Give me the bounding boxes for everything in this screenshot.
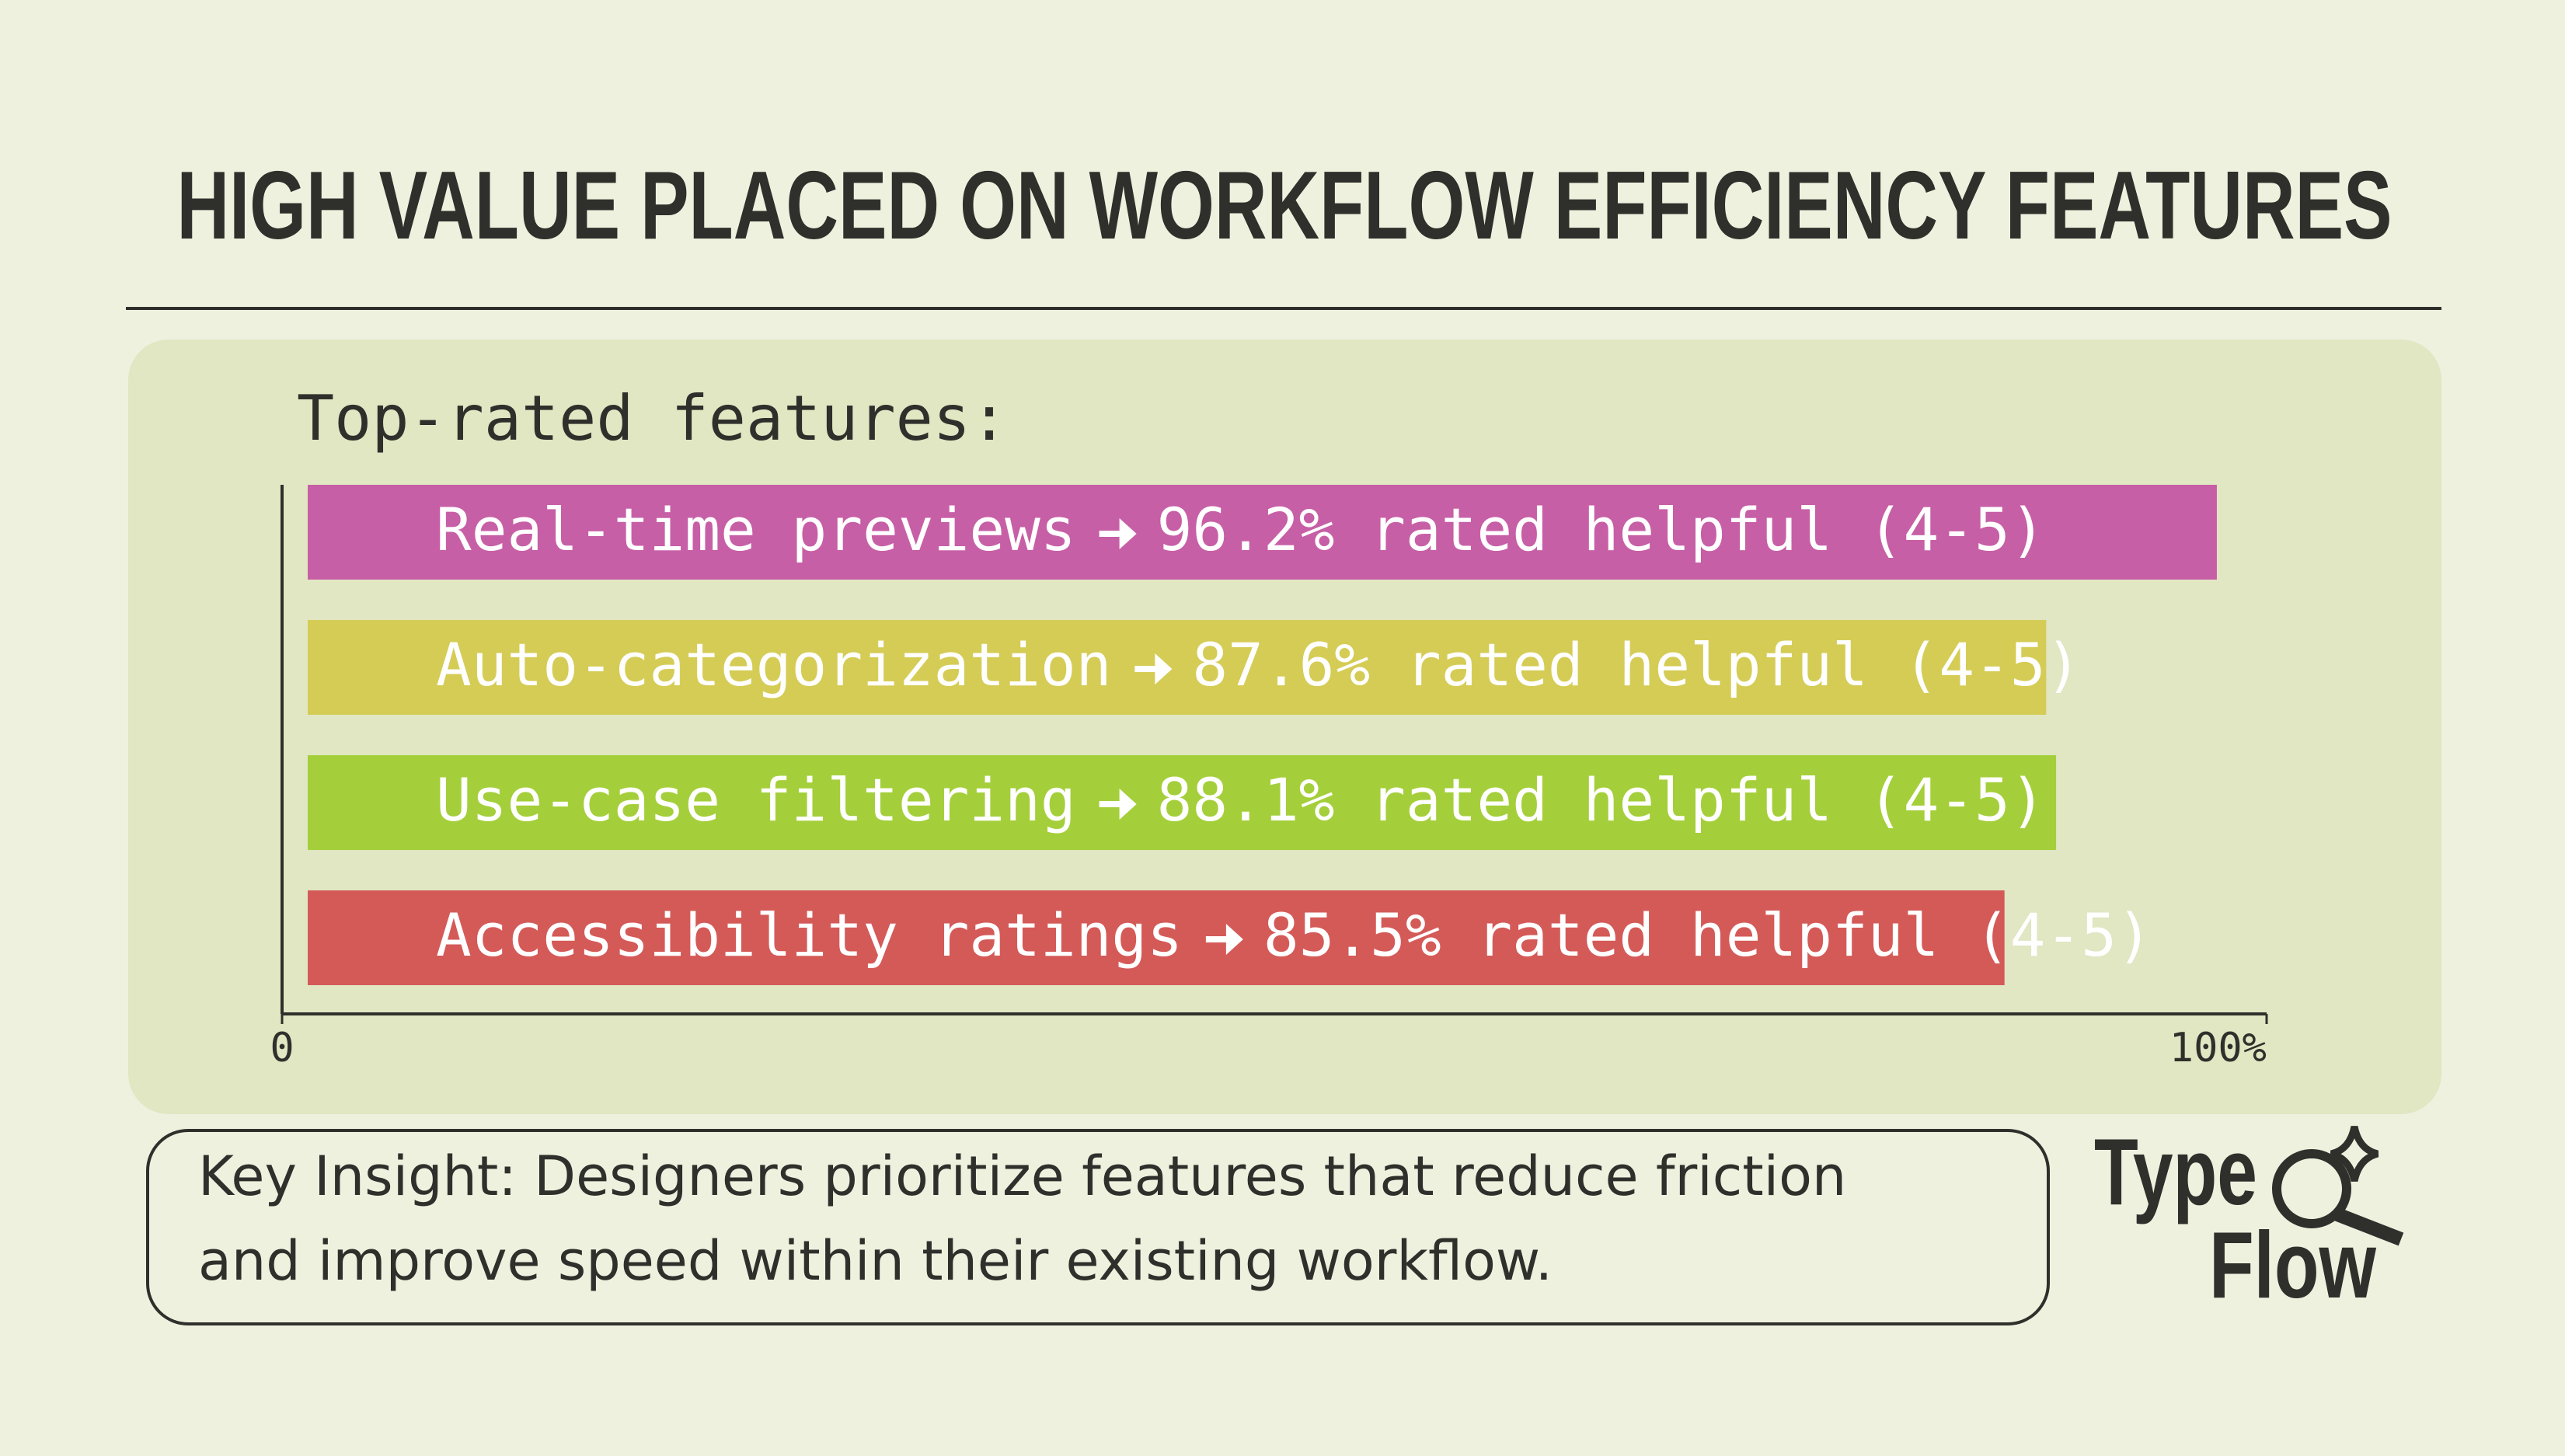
bar-category-label: Auto-categorization [436, 630, 1111, 699]
insight-text: Key Insight: Designers prioritize featur… [198, 1144, 1846, 1208]
arrow-icon [1099, 518, 1137, 549]
value-label: 96.2% rated helpful (4-5) [1157, 495, 2046, 564]
arrow-icon [1134, 653, 1173, 684]
bar [308, 755, 2057, 850]
chart-panel [128, 340, 2441, 1114]
value-label: 85.5% rated helpful (4-5) [1263, 900, 2152, 970]
axis-title: Top-rated features: [297, 382, 1008, 455]
bar-category-label: Real-time previews [436, 495, 1076, 564]
arrow-icon [1099, 789, 1137, 820]
bar [308, 485, 2217, 580]
x-tick-label: 0 [270, 1025, 294, 1071]
value-label: 88.1% rated helpful (4-5) [1157, 765, 2046, 834]
chart-title: HIGH VALUE PLACED ON WORKFLOW EFFICIENCY… [177, 152, 2392, 260]
insight-text: and improve speed within their existing … [198, 1229, 1553, 1293]
bar-category-label: Use-case filtering [436, 765, 1076, 834]
x-tick-label: 100% [2169, 1025, 2267, 1071]
bar-category-label: Accessibility ratings [436, 900, 1183, 970]
logo-icon [2272, 1125, 2404, 1246]
logo-text: Type [2094, 1119, 2257, 1224]
logo-text: Flow [2209, 1212, 2377, 1318]
arrow-icon [1205, 924, 1243, 955]
insight-box [146, 1129, 2050, 1325]
bar [308, 620, 2047, 715]
value-label: 87.6% rated helpful (4-5) [1192, 630, 2081, 699]
bar [308, 890, 2005, 985]
